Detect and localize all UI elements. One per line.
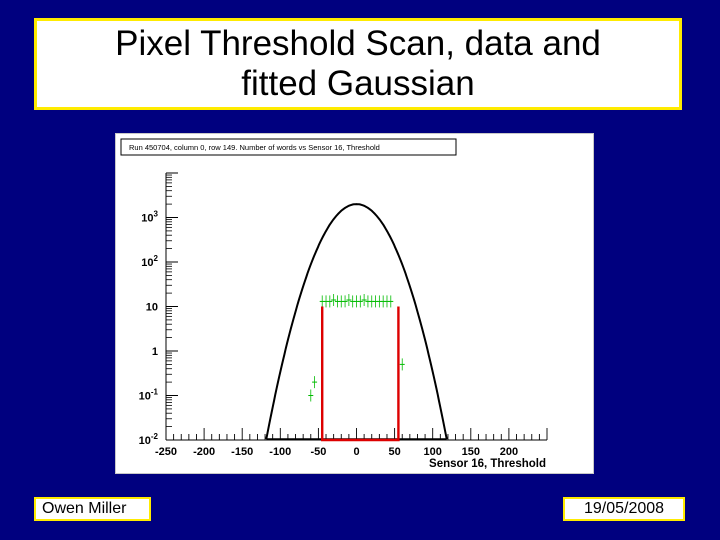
chart-title: Run 450704, column 0, row 149. Number of… xyxy=(129,143,380,152)
threshold-scan-chart: Run 450704, column 0, row 149. Number of… xyxy=(120,138,548,470)
x-tick-label: 0 xyxy=(353,446,359,458)
x-tick-label: -150 xyxy=(231,446,253,458)
slide-title: Pixel Threshold Scan, data and fitted Ga… xyxy=(34,18,682,110)
x-axis-label: Sensor 16, Threshold xyxy=(429,458,546,470)
gaussian-fit-curve xyxy=(265,203,448,440)
plot-frame: Run 450704, column 0, row 149. Number of… xyxy=(115,133,594,474)
y-tick-label: 10-2 xyxy=(139,432,159,447)
y-tick-label: 1 xyxy=(152,346,158,358)
author-label: Owen Miller xyxy=(34,497,151,521)
x-tick-label: 50 xyxy=(388,446,400,458)
x-tick-label: -250 xyxy=(155,446,177,458)
threshold-region xyxy=(321,306,400,442)
x-tick-label: 100 xyxy=(424,446,442,458)
x-tick-label: -200 xyxy=(193,446,215,458)
x-tick-label: -100 xyxy=(269,446,291,458)
y-tick-label: 10-1 xyxy=(139,388,159,403)
slide-title-line1: Pixel Threshold Scan, data and xyxy=(115,24,601,63)
x-tick-label: 200 xyxy=(500,446,518,458)
date-label: 19/05/2008 xyxy=(563,497,685,521)
y-tick-label: 10 xyxy=(146,302,158,314)
slide-title-line2: fitted Gaussian xyxy=(241,64,475,103)
x-tick-label: 150 xyxy=(462,446,480,458)
y-tick-label: 102 xyxy=(141,254,158,269)
y-tick-label: 103 xyxy=(141,210,158,225)
chart-title-box xyxy=(120,138,457,156)
x-tick-label: -50 xyxy=(310,446,326,458)
